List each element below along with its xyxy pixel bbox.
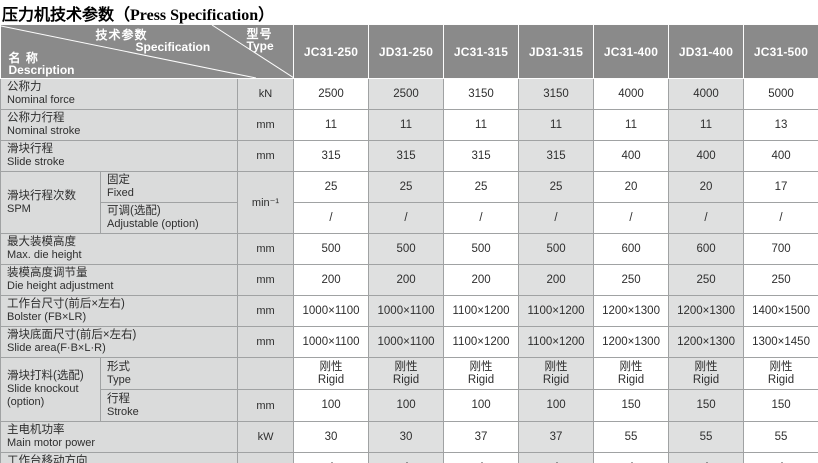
- header-name-label: 名 称 Description: [8, 51, 75, 77]
- header-corner-cell: 技术参数 Specification 名 称 Description 型号 Ty…: [0, 24, 295, 79]
- model-header-jc31-500: JC31-500: [743, 24, 818, 79]
- row-slide-area: 滑块底面尺寸(前后×左右) Slide area(F·B×L·R) mm 1000…: [0, 326, 818, 358]
- unit-cell: kN: [236, 78, 295, 110]
- header-row: 技术参数 Specification 名 称 Description 型号 Ty…: [0, 24, 818, 79]
- unit-cell: mm: [236, 233, 295, 265]
- row-main-motor-power: 主电机功率 Main motor power kW 30 30 37 37 55 …: [0, 421, 818, 453]
- unit-cell: min⁻¹: [236, 171, 295, 234]
- row-slide-stroke: 滑块行程 Slide stroke mm 315 315 315 315 400 …: [0, 140, 818, 172]
- header-spec-label: 技术参数 Specification: [95, 28, 211, 54]
- row-max-die-height: 最大装模高度 Max. die height mm 500 500 500 500…: [0, 233, 818, 265]
- row-moving-bolster-direction: 工作台移动方向Direction of moving bolster / / /…: [0, 452, 818, 463]
- row-spm-fixed: 滑块行程次数 SPM 固定 Fixed min⁻¹ 25 25 25 25 20 2…: [0, 171, 818, 234]
- row-nominal-stroke: 公称力行程 Nominal stroke mm 11 11 11 11 11 11…: [0, 109, 818, 141]
- row-die-height-adjustment: 装模高度调节量 Die height adjustment mm 200 200 …: [0, 264, 818, 296]
- page-title: 压力机技术参数（Press Specification）: [2, 1, 274, 25]
- unit-cell: [236, 357, 295, 390]
- spec-table: 技术参数 Specification 名 称 Description 型号 Ty…: [0, 24, 818, 463]
- unit-cell: mm: [236, 109, 295, 141]
- unit-cell: mm: [236, 295, 295, 327]
- diagonal-divider-lines: [0, 25, 294, 78]
- row-knockout-type: 滑块打料(选配) Slide knockout (option) 形式 Type 刚…: [0, 357, 818, 422]
- row-spm-adjustable: 可调(选配) Adjustable (option) / / / / / / /: [1, 202, 818, 234]
- unit-cell: mm: [236, 264, 295, 296]
- page-title-zh: 压力机技术参数: [2, 7, 115, 24]
- row-knockout-stroke: 行程 Stroke mm 100 100 100 100 150 150 150: [1, 389, 818, 422]
- page-title-en: （Press Specification）: [114, 7, 275, 24]
- row-bolster-size: 工作台尺寸(前后×左右) Bolster (FB×LR) mm 1000×1100…: [0, 295, 818, 327]
- row-nominal-force: 公称力 Nominal force kN 2500 2500 3150 3150 …: [0, 78, 818, 110]
- unit-cell: mm: [236, 140, 295, 172]
- unit-cell: mm: [236, 389, 295, 422]
- unit-cell: kW: [236, 421, 295, 453]
- unit-cell: [236, 452, 295, 463]
- model-header-jd31-315: JD31-315: [518, 24, 595, 79]
- model-header-jc31-250: JC31-250: [293, 24, 370, 79]
- header-type-label: 型号 Type: [246, 27, 274, 53]
- model-header-jc31-400: JC31-400: [593, 24, 670, 79]
- model-header-jd31-250: JD31-250: [368, 24, 445, 79]
- model-header-jc31-315: JC31-315: [443, 24, 520, 79]
- unit-cell: mm: [236, 326, 295, 358]
- model-header-jd31-400: JD31-400: [668, 24, 745, 79]
